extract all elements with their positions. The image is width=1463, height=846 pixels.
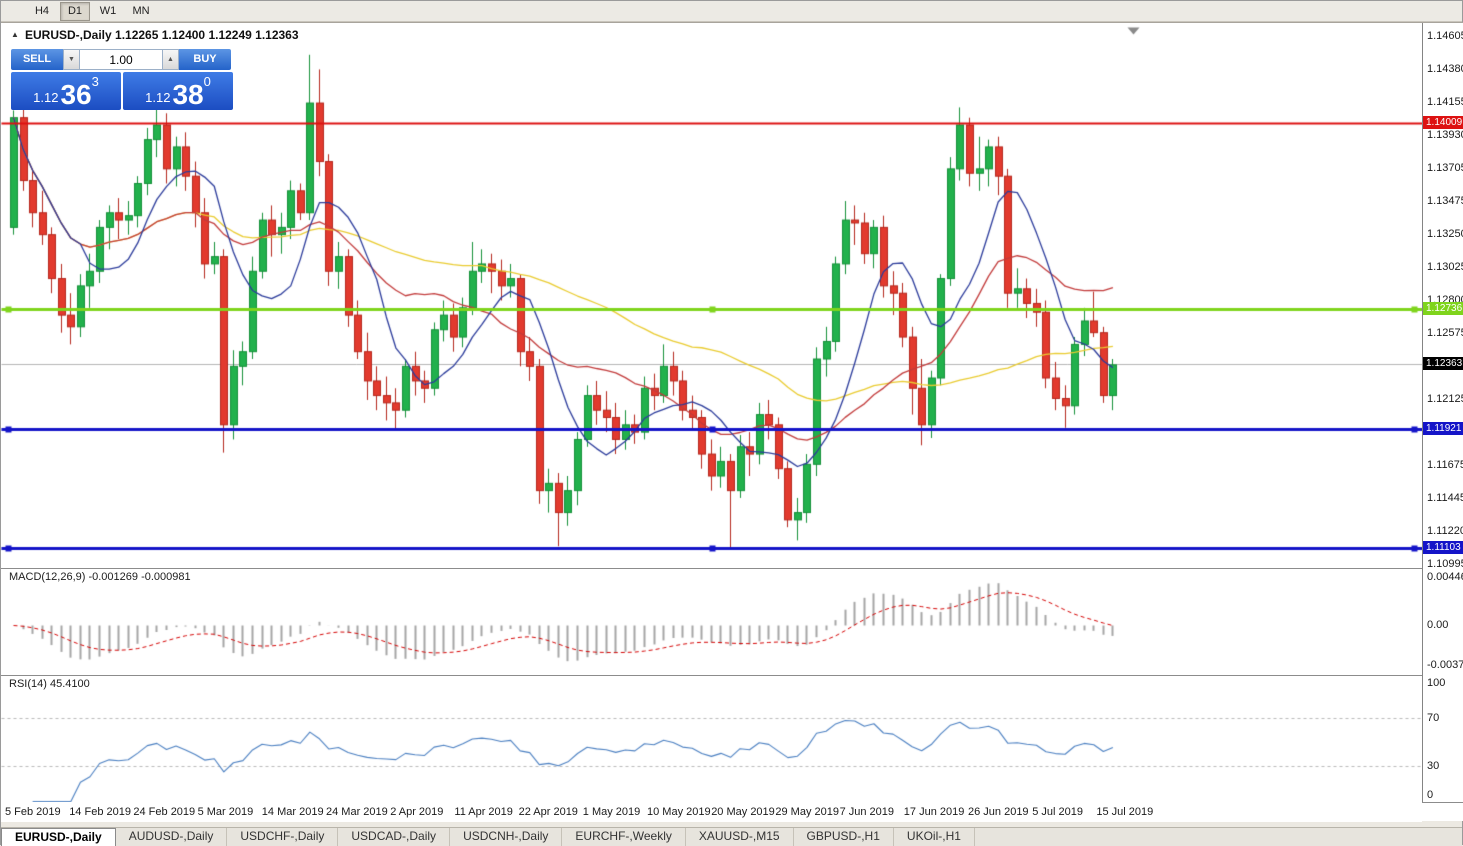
sell-price-big: 36 [60, 79, 92, 110]
price-axis-label: 1.11675 [1427, 459, 1463, 471]
rsi-axis-label: 70 [1427, 712, 1440, 724]
rsi-axis-label: 0 [1427, 789, 1434, 801]
time-axis-label: 20 May 2019 [711, 806, 775, 818]
tab-xauusd-m15[interactable]: XAUUSD-,M15 [686, 828, 794, 846]
buy-price-sup: 0 [203, 74, 211, 89]
volume-dropdown-icon[interactable]: ▼ [63, 49, 80, 70]
timeframe-button-h4[interactable]: H4 [34, 4, 50, 17]
buy-button[interactable]: BUY [179, 49, 231, 70]
price-line-tag: 1.11103 [1423, 541, 1463, 554]
time-axis-label: 29 May 2019 [775, 806, 839, 818]
price-axis-label: 1.12125 [1427, 393, 1463, 405]
macd-axis-label: -0.003715 [1427, 659, 1463, 671]
tab-audusd-daily[interactable]: AUDUSD-,Daily [116, 828, 228, 846]
price-axis-label: 1.13025 [1427, 261, 1463, 273]
rsi-label: RSI(14) 45.4100 [9, 678, 90, 690]
macd-axis-label: 0.00 [1427, 619, 1449, 631]
price-axis-label: 1.14605 [1427, 30, 1463, 42]
time-axis-label: 11 Apr 2019 [454, 806, 513, 818]
buy-quote[interactable]: 1.12 38 0 [123, 72, 233, 110]
sell-quote[interactable]: 1.12 36 3 [11, 72, 121, 110]
volume-up-icon[interactable]: ▲ [162, 49, 179, 70]
time-axis-label: 14 Feb 2019 [69, 806, 131, 818]
time-axis-label: 14 Mar 2019 [261, 806, 324, 818]
time-axis-label: 7 Jun 2019 [839, 806, 895, 818]
price-axis-label: 1.11445 [1427, 492, 1463, 504]
price-axis[interactable]: 1.14605 1.14380 1.14155 1.13930 1.13705 1.134… [1422, 23, 1463, 802]
tab-gbpusd-h1[interactable]: GBPUSD-,H1 [794, 828, 894, 846]
price-line-tag: 1.11921 [1423, 422, 1463, 435]
price-axis-label: 1.13930 [1427, 129, 1463, 141]
timeframe-button-d1[interactable]: D1 [60, 1, 90, 21]
tab-usdcad-daily[interactable]: USDCAD-,Daily [338, 828, 451, 846]
time-axis-label: 5 Feb 2019 [5, 806, 61, 818]
price-axis-label: 1.14155 [1427, 96, 1463, 108]
macd-axis-label: 0.004465 [1427, 571, 1463, 583]
time-axis-label: 15 Jul 2019 [1096, 806, 1154, 818]
rsi-axis-label: 30 [1427, 760, 1440, 772]
price-axis-label: 1.11220 [1427, 525, 1463, 537]
macd-label: MACD(12,26,9) -0.001269 -0.000981 [9, 571, 191, 583]
price-line-tag: 1.14009 [1423, 116, 1463, 129]
time-axis-label: 1 May 2019 [582, 806, 641, 818]
tab-eurchf-weekly[interactable]: EURCHF-,Weekly [562, 828, 686, 846]
tab-usdcnh-daily[interactable]: USDCNH-,Daily [450, 828, 563, 846]
sell-price-sup: 3 [91, 74, 99, 89]
volume-input[interactable] [80, 49, 162, 70]
chart-tab-bar: EURUSD-,Daily AUDUSD-,Daily USDCHF-,Daily U… [1, 827, 1462, 846]
pane-separator[interactable] [1, 675, 1463, 676]
rsi-axis-label: 100 [1427, 677, 1446, 689]
price-chart-canvas[interactable] [1, 23, 1422, 822]
time-axis-label: 22 Apr 2019 [518, 806, 578, 818]
price-axis-label: 1.12575 [1427, 327, 1463, 339]
tab-ukoil-h1[interactable]: UKOil-,H1 [894, 828, 975, 846]
one-click-trading-panel: SELL ▼ ▲ BUY 1.12 36 3 1.12 38 0 [11, 49, 233, 110]
chart-title: EURUSD-,Daily 1.12265 1.12400 1.12249 1.… [25, 28, 299, 42]
buy-price-prefix: 1.12 [145, 90, 171, 105]
timeframe-button-w1[interactable]: W1 [99, 4, 117, 17]
time-axis-label: 5 Jul 2019 [1032, 806, 1083, 818]
time-axis-label: 26 Jun 2019 [968, 806, 1029, 818]
price-line-tag: 1.12736 [1423, 302, 1463, 315]
timeframe-toolbar: H4 D1 W1 MN [1, 1, 1462, 22]
tab-usdchf-daily[interactable]: USDCHF-,Daily [227, 828, 339, 846]
time-axis[interactable]: 5 Feb 2019 14 Feb 2019 24 Feb 2019 5 Mar 20… [1, 802, 1422, 822]
price-axis-label: 1.14380 [1427, 63, 1463, 75]
time-axis-label: 5 Mar 2019 [197, 806, 254, 818]
collapse-panel-icon[interactable]: ▲ [11, 30, 19, 39]
current-price-tag: 1.12363 [1423, 357, 1463, 370]
tab-eurusd-daily[interactable]: EURUSD-,Daily [1, 828, 116, 846]
time-axis-label: 24 Mar 2019 [326, 806, 388, 818]
price-axis-label: 1.13475 [1427, 195, 1463, 207]
time-axis-label: 24 Feb 2019 [133, 806, 196, 818]
time-axis-label: 17 Jun 2019 [903, 806, 965, 818]
buy-price-big: 38 [172, 79, 204, 110]
sell-price-prefix: 1.12 [33, 90, 59, 105]
time-axis-label: 2 Apr 2019 [390, 806, 444, 818]
time-axis-label: 10 May 2019 [647, 806, 711, 818]
timeframe-button-mn[interactable]: MN [132, 4, 150, 17]
price-axis-label: 1.13250 [1427, 228, 1463, 240]
sell-button[interactable]: SELL [11, 49, 63, 70]
price-axis-label: 1.13705 [1427, 162, 1463, 174]
chart-area: ▲ EURUSD-,Daily 1.12265 1.12400 1.12249 … [1, 22, 1463, 822]
pane-separator[interactable] [1, 568, 1463, 569]
price-axis-label: 1.10995 [1427, 558, 1463, 570]
